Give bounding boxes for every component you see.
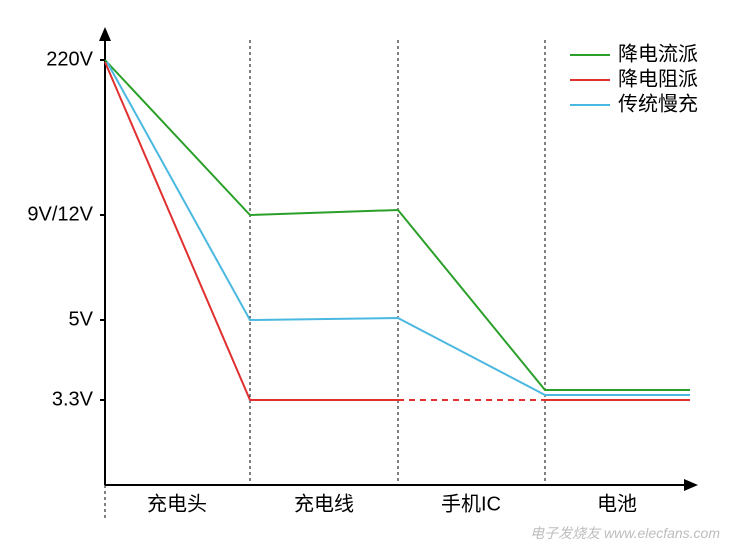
y-tick-label: 3.3V [52,388,94,410]
y-tick-label: 5V [69,308,94,330]
x-stage-label: 电池 [597,493,637,516]
legend-label: 传统慢充 [618,92,698,115]
legend-label: 降电阻派 [618,67,698,90]
legend-label: 降电流派 [618,42,698,65]
chart-container: 220V 9V/12V 5V 3.3V 充电头 充电线 手机IC 电池 降电流派降电阻派传统慢充… [0,0,740,556]
voltage-stage-chart: 220V 9V/12V 5V 3.3V 充电头 充电线 手机IC 电池 降电流派降电阻派传统慢充… [0,0,740,556]
y-tick-label: 220V [46,48,93,70]
y-tick-label: 9V/12V [27,203,93,225]
watermark: 电子发烧友 www.elecfans.com [530,525,720,541]
x-stage-label: 充电头 [147,493,207,516]
x-stage-label: 手机IC [441,493,501,516]
x-stage-label: 充电线 [294,493,354,516]
